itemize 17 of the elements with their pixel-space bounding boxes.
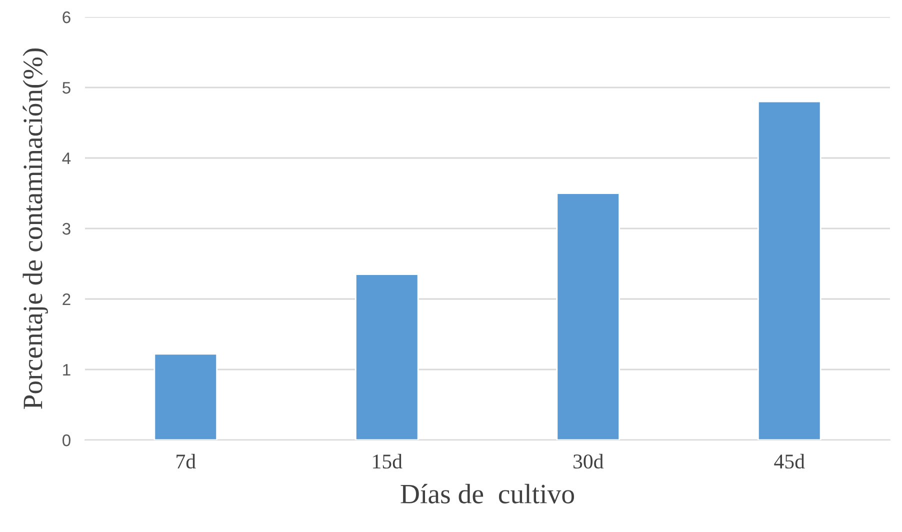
x-tick-label: 30d [573, 454, 604, 469]
y-axis-title: Porcentaje de contaminación(%) [22, 48, 48, 409]
x-tick-label: 15d [373, 454, 402, 469]
bar [757, 100, 822, 440]
y-tick-label: 3 [62, 222, 70, 235]
x-tick-label: 7d [176, 454, 196, 469]
y-tick-label: 0 [62, 434, 70, 446]
y-tick-label: 6 [62, 11, 70, 24]
y-tick-label: 4 [62, 152, 71, 164]
bar [354, 274, 419, 440]
y-tick-label: 1 [63, 364, 70, 376]
x-axis-title: Días de cultivo [400, 484, 574, 504]
bar [154, 353, 218, 440]
bar [556, 192, 620, 440]
x-tick-label: 45d [774, 454, 805, 469]
y-tick-label: 5 [62, 82, 70, 94]
y-tick-label: 2 [62, 293, 70, 306]
